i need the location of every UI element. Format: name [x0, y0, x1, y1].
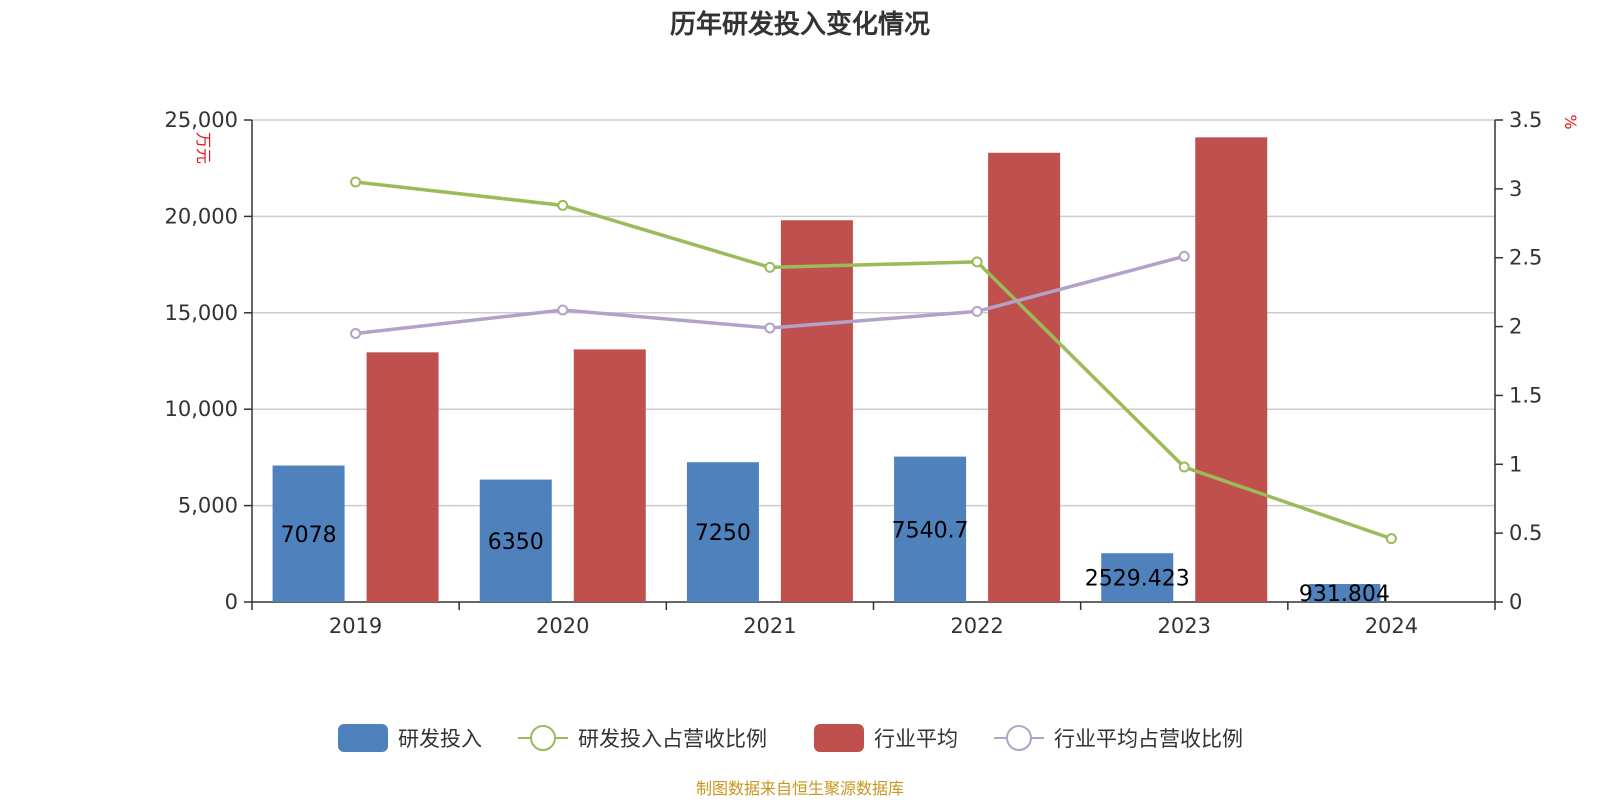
- y-right-tick-label: 1: [1509, 452, 1522, 476]
- line-point: [557, 199, 569, 211]
- y-right-tick-label: 0: [1509, 590, 1522, 614]
- y-right-tick-label: 0.5: [1509, 521, 1542, 545]
- y-right-tick-label: 3.5: [1509, 108, 1542, 132]
- legend-swatch-bar: [338, 724, 388, 752]
- bar-data-label: 931.804: [1299, 582, 1390, 607]
- bar-rd: [479, 479, 552, 602]
- line-point: [350, 327, 362, 339]
- y-right-tick-label: 1.5: [1509, 383, 1542, 407]
- data-labels: 7078 6350 7250 7540.7 2529.423 931.804: [281, 518, 1390, 607]
- y-left-tick-label: 5,000: [178, 494, 238, 518]
- y-right-tick-label: 2.5: [1509, 246, 1542, 270]
- y-left-tick-label: 15,000: [165, 301, 238, 325]
- legend-label: 行业平均占营收比例: [1054, 727, 1243, 751]
- y-right-axis-label: %: [1561, 114, 1580, 129]
- y-left-tick-label: 20,000: [165, 204, 238, 228]
- y-right-tick-label: 2: [1509, 315, 1522, 339]
- bar-rd: [1308, 584, 1381, 602]
- bar-data-label: 7540.7: [892, 518, 969, 543]
- x-tick-label: 2020: [536, 614, 589, 638]
- x-tick-label: 2022: [950, 614, 1003, 638]
- legend-label: 研发投入: [398, 727, 482, 751]
- axes: 0 5,000 10,000 15,000 20,000 25,000 0 0.5 1 1.5 2 2…: [165, 108, 1580, 638]
- bar-rd: [1101, 553, 1174, 602]
- x-tick-label: 2019: [329, 614, 382, 638]
- bar-industry: [780, 220, 853, 603]
- x-tick-label: 2023: [1158, 614, 1211, 638]
- bar-rd: [272, 465, 345, 602]
- line-point: [557, 304, 569, 316]
- bar-industry: [573, 349, 646, 602]
- bar-data-label: 7078: [281, 523, 337, 548]
- line-point: [971, 256, 983, 268]
- line-series-rd-ratio: [355, 180, 1392, 541]
- line-point: [1178, 250, 1190, 262]
- line-point: [971, 305, 983, 317]
- legend: 研发投入 研发投入占营收比例 行业平均 行业平均占营收比例: [338, 724, 1243, 752]
- bar-rd: [686, 462, 759, 602]
- bar-data-label: 7250: [695, 521, 751, 546]
- chart-title: 历年研发投入变化情况: [670, 9, 930, 40]
- bar-industry: [1195, 137, 1268, 603]
- line-point: [1385, 533, 1397, 545]
- source-note: 制图数据来自恒生聚源数据库: [696, 779, 904, 798]
- legend-swatch-bar: [814, 724, 864, 752]
- line-point: [1178, 461, 1190, 473]
- x-tick-label: 2021: [743, 614, 796, 638]
- bar-industry: [988, 152, 1061, 602]
- lines: [350, 176, 1397, 545]
- bar-data-label: 2529.423: [1085, 567, 1190, 592]
- legend-swatch-marker: [530, 725, 556, 751]
- bar-industry: [366, 352, 439, 602]
- bars: [272, 137, 1381, 603]
- bar-data-label: 6350: [488, 530, 544, 555]
- y-left-tick-label: 25,000: [165, 108, 238, 132]
- bar-rd: [894, 456, 967, 602]
- y-right-tick-label: 3: [1509, 177, 1522, 201]
- y-left-tick-label: 0: [225, 590, 238, 614]
- line-point: [764, 322, 776, 334]
- legend-label: 行业平均: [874, 727, 958, 751]
- legend-swatch-marker: [1006, 725, 1032, 751]
- y-left-axis-label: 万元: [194, 132, 213, 164]
- legend-label: 研发投入占营收比例: [578, 727, 767, 751]
- line-point: [350, 176, 362, 188]
- gridlines: [252, 119, 1495, 507]
- y-left-tick-label: 10,000: [165, 397, 238, 421]
- line-point: [764, 261, 776, 273]
- x-tick-label: 2024: [1365, 614, 1418, 638]
